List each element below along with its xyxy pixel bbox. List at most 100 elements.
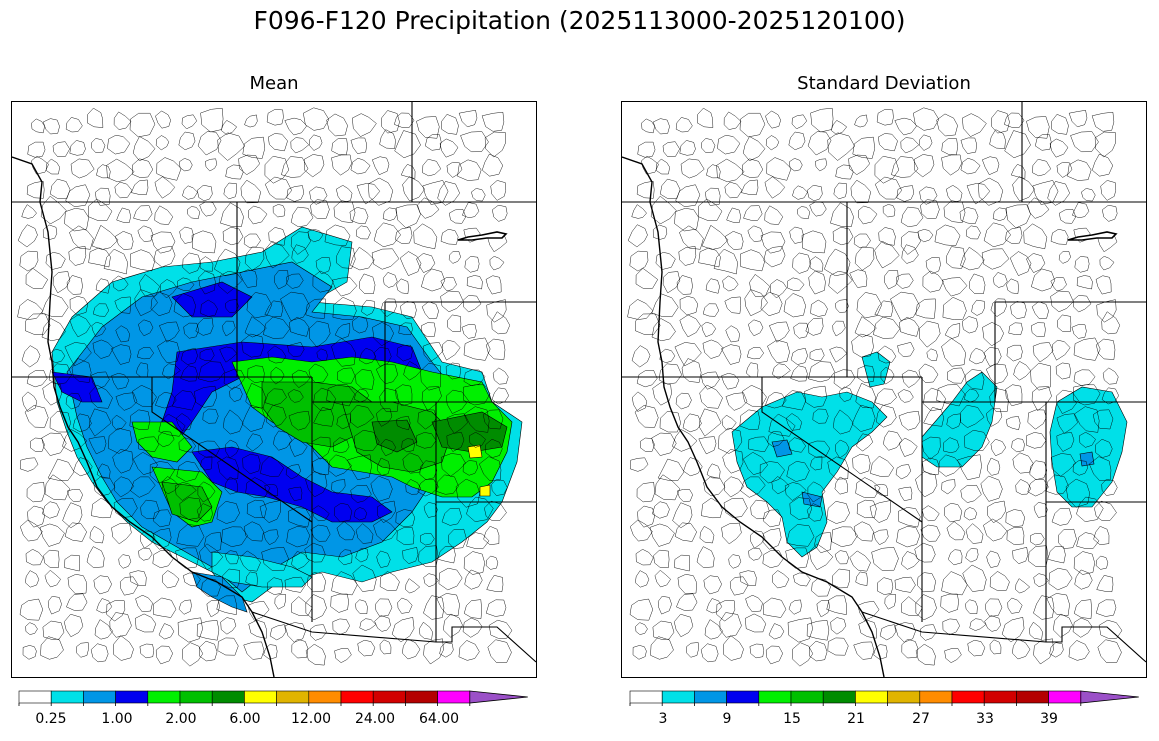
basin-outline	[941, 479, 956, 495]
basin-outline	[808, 361, 835, 383]
basin-outline	[771, 476, 790, 495]
basin-outline	[703, 476, 726, 497]
basin-outline	[259, 500, 282, 523]
basin-outline	[22, 391, 38, 412]
basin-outline	[723, 635, 744, 661]
basin-outline	[1026, 116, 1050, 139]
basin-outline	[377, 500, 396, 523]
basin-outline	[44, 569, 61, 588]
basin-outline	[25, 313, 51, 336]
basin-outline	[923, 407, 945, 427]
basin-outline	[809, 256, 824, 272]
basin-outline	[31, 155, 49, 175]
basin-outline	[1049, 642, 1064, 658]
colorbar-swatch	[694, 690, 727, 704]
basin-outline	[113, 111, 132, 130]
basin-outline	[830, 617, 847, 635]
basin-outline	[686, 642, 699, 658]
basin-outline	[1101, 311, 1121, 335]
basin-outline	[848, 154, 870, 175]
basin-outline	[725, 392, 748, 411]
basin-outline	[674, 522, 697, 542]
basin-outline	[223, 182, 238, 200]
basin-outline	[153, 597, 177, 618]
basin-outline	[114, 296, 132, 314]
basin-outline	[1056, 432, 1075, 452]
basin-outline	[959, 404, 985, 428]
basin-outline	[832, 568, 850, 589]
basin-outline	[971, 299, 985, 316]
basin-outline	[245, 571, 258, 586]
basin-outline	[39, 523, 65, 547]
basin-outline	[785, 547, 809, 569]
basin-outline	[463, 337, 491, 361]
basin-outline	[629, 598, 654, 621]
basin-outline	[654, 474, 681, 501]
basin-outline	[938, 454, 963, 477]
basin-outline	[86, 546, 105, 568]
basin-outline	[244, 316, 267, 338]
basin-outline	[464, 569, 483, 590]
colorbar-swatch	[951, 690, 985, 704]
basin-outline	[920, 199, 940, 219]
basin-outline	[62, 429, 88, 452]
basin-outline	[680, 158, 705, 179]
basin-outline	[351, 316, 369, 334]
basin-outline	[47, 458, 75, 481]
basin-outline	[50, 178, 71, 199]
coastline	[12, 156, 275, 677]
mean-map	[11, 101, 537, 678]
basin-outline	[1015, 479, 1032, 495]
basin-outline	[421, 301, 439, 319]
basin-outline	[914, 542, 936, 563]
basin-outline	[962, 113, 987, 137]
basin-outline	[765, 392, 787, 409]
basin-outline	[67, 574, 87, 594]
basin-outline	[740, 179, 759, 196]
basin-outline	[413, 223, 438, 250]
basin-outline	[705, 278, 720, 294]
basin-outline	[264, 240, 290, 269]
mean-colorbar	[18, 690, 529, 706]
basin-outline	[947, 367, 966, 384]
basin-outline	[17, 224, 38, 248]
basin-outline	[457, 159, 482, 181]
basin-outline	[749, 274, 770, 298]
colorbar-swatch	[18, 690, 52, 704]
basin-outline	[963, 507, 978, 521]
basin-outline	[92, 339, 114, 359]
basin-outline	[438, 567, 463, 591]
basin-outline	[114, 181, 133, 199]
basin-outline	[681, 358, 702, 383]
basin-outline	[157, 339, 180, 364]
basin-outline	[815, 158, 828, 172]
basin-outline	[629, 457, 649, 472]
basin-outline	[260, 455, 284, 477]
colorbar-swatch	[983, 690, 1017, 704]
precip-region	[431, 411, 508, 453]
basin-outline	[461, 324, 477, 339]
basin-outline	[676, 275, 693, 295]
mean-cbar-label: 64.00	[418, 711, 460, 727]
basin-outline	[440, 453, 466, 477]
basin-outline	[1076, 532, 1100, 549]
basin-outline	[423, 502, 438, 518]
basin-outline	[66, 489, 83, 502]
basin-outline	[1073, 369, 1096, 387]
basin-outline	[915, 643, 936, 666]
basin-outline	[879, 624, 897, 641]
basin-outline	[1065, 478, 1090, 508]
basin-outline	[651, 432, 677, 456]
basin-outline	[659, 411, 681, 433]
basin-outline	[636, 370, 658, 388]
basin-outline	[808, 440, 831, 458]
basin-outline	[464, 256, 480, 273]
basin-outline	[462, 295, 482, 313]
basin-outline	[793, 322, 809, 339]
basin-outline	[1091, 111, 1115, 132]
basin-outline	[726, 207, 741, 223]
basin-outline	[268, 227, 286, 246]
basin-outline	[376, 550, 391, 568]
basin-outline	[198, 270, 216, 295]
basin-outline	[47, 596, 62, 615]
